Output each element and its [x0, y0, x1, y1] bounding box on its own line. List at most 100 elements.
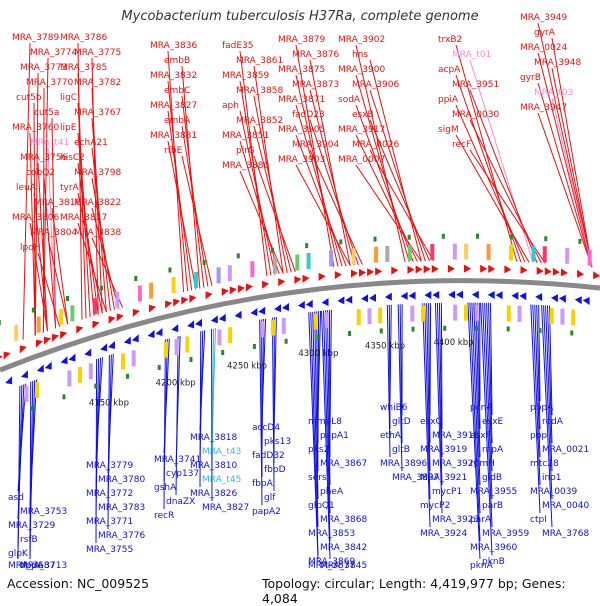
gene-label-top[interactable]: MRA_3827 — [150, 101, 197, 111]
gene-label-bottom[interactable]: pks2 — [308, 445, 329, 455]
gene-label-bottom[interactable]: MRA_3755 — [86, 545, 133, 555]
gene-label-top[interactable]: MRA_3767 — [74, 108, 121, 118]
gene-label-bottom[interactable]: glpQ1 — [308, 501, 335, 511]
gene-label-bottom[interactable]: esxF — [470, 431, 491, 441]
gene-label-top[interactable]: MRA_3906 — [352, 80, 399, 90]
gene-label-top[interactable]: fadD23 — [292, 110, 325, 120]
gene-label-top[interactable]: MRA_3786 — [60, 33, 107, 43]
gene-label-top[interactable]: sodA — [338, 95, 361, 105]
gene-label-bottom[interactable]: accD4 — [252, 423, 280, 433]
gene-label-bottom[interactable]: MRA_3771 — [86, 517, 133, 527]
gene-label-top[interactable]: acpA — [438, 65, 461, 75]
gene-label-top[interactable]: MRA_3858 — [236, 86, 283, 96]
gene-label-bottom[interactable]: MRA_3868 — [320, 515, 367, 525]
gene-label-top[interactable]: MRA_3947 — [520, 103, 567, 113]
gene-label-top[interactable]: MRA_0030 — [452, 110, 499, 120]
gene-label-bottom[interactable]: MRA_3919 — [420, 445, 467, 455]
gene-label-bottom[interactable]: pknA — [470, 561, 494, 571]
gene-label-bottom[interactable]: MRA_3842 — [320, 543, 367, 553]
gene-label-top[interactable]: embB — [164, 56, 190, 66]
gene-label-top[interactable]: MRA_3770 — [26, 78, 73, 88]
gene-label-bottom[interactable]: mycP1 — [432, 487, 462, 497]
gene-label-bottom[interactable]: parB — [482, 501, 503, 511]
gene-label-top[interactable]: MRA_3900 — [338, 65, 385, 75]
gene-label-bottom[interactable]: MRA_0040 — [542, 501, 589, 511]
gene-label-top[interactable]: MRA_3804 — [30, 228, 77, 238]
gene-label-bottom[interactable]: MRA_3772 — [86, 489, 133, 499]
gene-label-top[interactable]: MRA_3948 — [534, 58, 581, 68]
gene-label-bottom[interactable]: pbpA — [530, 403, 554, 413]
gene-label-bottom[interactable]: MRA_3779 — [86, 461, 133, 471]
gene-label-top[interactable]: sigM — [438, 125, 459, 135]
gene-label-top[interactable]: MRA_3852 — [236, 116, 283, 126]
gene-label-top[interactable]: cut5a — [34, 108, 59, 118]
gene-label-top[interactable]: hns — [352, 50, 368, 60]
gene-label-bottom[interactable]: ethA — [380, 431, 402, 441]
gene-label-bottom[interactable]: fbpA — [252, 479, 274, 489]
gene-label-top[interactable]: MRA_3904 — [292, 140, 339, 150]
gene-label-bottom[interactable]: fadD32 — [252, 451, 285, 461]
gene-label-top[interactable]: rfbE — [164, 146, 183, 156]
gene-label-bottom[interactable]: MRA_3741 — [154, 455, 201, 465]
gene-label-bottom[interactable]: MRA_0039 — [530, 487, 577, 497]
gene-label-bottom[interactable]: glf — [264, 493, 276, 503]
gene-label-bottom[interactable]: MRA_3827 — [202, 503, 249, 513]
gene-label-bottom[interactable]: recR — [154, 511, 174, 521]
gene-label-top[interactable]: MRA_3789 — [12, 33, 59, 43]
gene-label-top[interactable]: MRA_3873 — [292, 80, 339, 90]
gene-label-bottom[interactable]: ctpI — [530, 515, 547, 525]
gene-label-top[interactable]: MRA_t03 — [534, 88, 573, 98]
gene-label-bottom[interactable]: MRA_3867 — [320, 459, 367, 469]
gene-label-top[interactable]: MRA_3875 — [278, 65, 325, 75]
gene-label-top[interactable]: cut5b — [16, 93, 42, 103]
gene-label-bottom[interactable]: MRA_3921 — [420, 473, 467, 483]
gene-label-top[interactable]: recF — [452, 140, 471, 150]
gene-label-top[interactable]: MRA_3949 — [520, 13, 567, 23]
gene-label-bottom[interactable]: MRA_3960 — [470, 543, 517, 553]
gene-label-bottom[interactable]: mmpL8 — [308, 417, 342, 427]
gene-label-bottom[interactable]: MRA_3896 — [380, 459, 427, 469]
gene-label-top[interactable]: MRA_3905 — [278, 125, 325, 135]
gene-label-bottom[interactable]: MRA_3713 — [20, 561, 67, 571]
gene-label-bottom[interactable]: fbpD — [264, 465, 286, 475]
gene-label-top[interactable]: MRA_3879 — [278, 35, 325, 45]
gene-label-bottom[interactable]: gltD — [392, 417, 411, 427]
gene-label-top[interactable]: leuA — [16, 183, 37, 193]
gene-label-bottom[interactable]: pcnA — [470, 403, 493, 413]
gene-label-top[interactable]: ppiA — [438, 95, 459, 105]
gene-label-bottom[interactable]: ino1 — [542, 473, 561, 483]
gene-label-top[interactable]: MRA_3861 — [236, 56, 283, 66]
gene-label-top[interactable]: MRA_3902 — [338, 35, 385, 45]
gene-label-bottom[interactable]: MRA_3826 — [190, 489, 237, 499]
gene-label-top[interactable]: MRA_3798 — [74, 168, 121, 178]
gene-label-bottom[interactable]: pks13 — [264, 437, 291, 447]
gene-label-top[interactable]: trxB2 — [438, 35, 462, 45]
gene-label-top[interactable]: MRA_3806 — [12, 213, 59, 223]
gene-label-top[interactable]: MRA_3836 — [150, 41, 197, 51]
gene-label-bottom[interactable]: MRA_3780 — [98, 475, 145, 485]
gene-label-bottom[interactable]: rnpA — [482, 445, 504, 455]
gene-label-top[interactable]: echA21 — [74, 138, 108, 148]
gene-label-bottom[interactable]: MRA_t45 — [202, 475, 241, 485]
gene-label-top[interactable]: MRA_3838 — [74, 228, 121, 238]
gene-label-top[interactable]: MRA_3760 — [12, 123, 59, 133]
gene-label-top[interactable]: aph — [222, 101, 239, 111]
gene-label-top[interactable]: lpqH — [20, 243, 41, 253]
gene-label-top[interactable]: esxB — [352, 110, 374, 120]
gene-label-top[interactable]: MRA_3951 — [452, 80, 499, 90]
gene-label-bottom[interactable]: mtc28 — [530, 459, 559, 469]
gene-label-bottom[interactable]: esxE — [482, 417, 504, 427]
gene-label-bottom[interactable]: glpK — [8, 549, 29, 559]
gene-label-bottom[interactable]: rpmH — [470, 459, 495, 469]
gene-label-top[interactable]: MRA_3782 — [74, 78, 121, 88]
gene-label-top[interactable]: MRA_3817 — [60, 213, 107, 223]
gene-label-bottom[interactable]: whiB6 — [380, 403, 408, 413]
gene-label-top[interactable]: MRA_3880 — [222, 161, 269, 171]
gene-label-bottom[interactable]: asd — [8, 493, 24, 503]
gene-label-top[interactable]: gyrA — [534, 28, 556, 38]
gene-label-top[interactable]: MRA_t41 — [30, 138, 69, 148]
gene-label-bottom[interactable]: rsfB — [20, 535, 38, 545]
gene-label-bottom[interactable]: MRA_3959 — [482, 529, 529, 539]
gene-label-bottom[interactable]: MRA_3853 — [308, 529, 355, 539]
gene-label-bottom[interactable]: MRA_3818 — [190, 433, 237, 443]
